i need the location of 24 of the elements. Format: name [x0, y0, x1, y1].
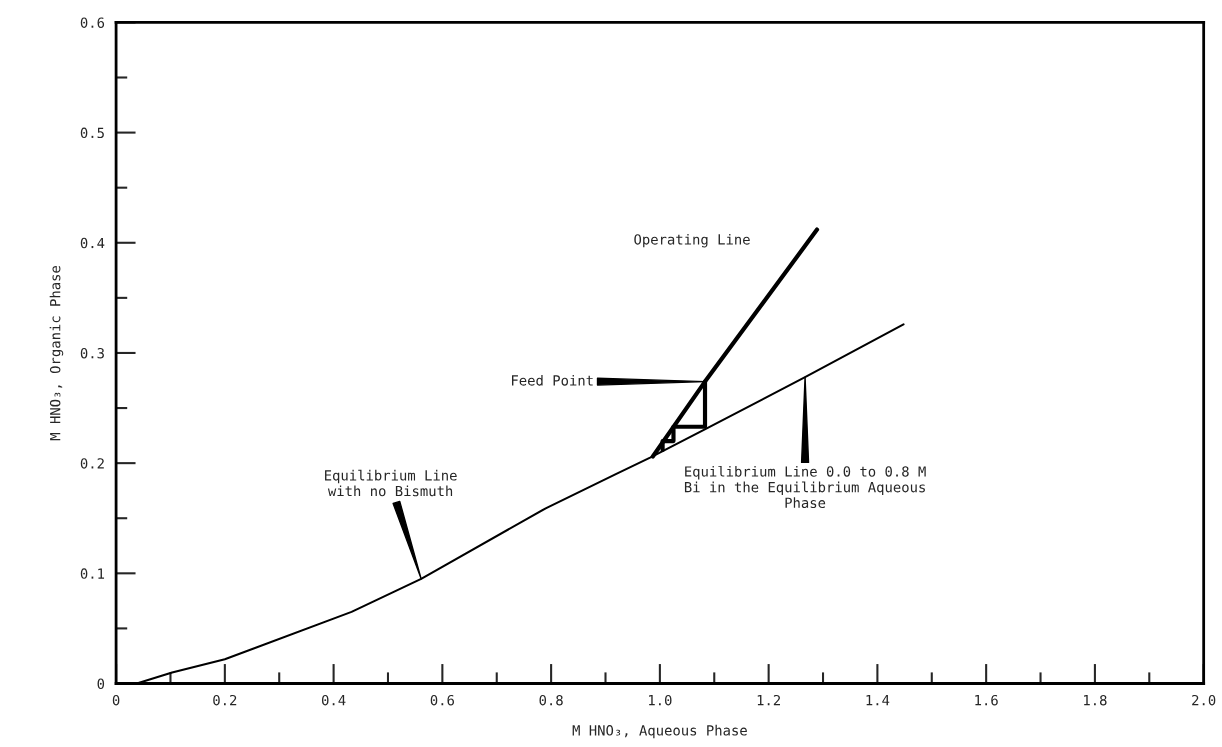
- x-tick-label: 1.8: [1084, 694, 1107, 706]
- annotation: Equilibrium Line with no Bismuth: [325, 469, 457, 497]
- y-tick-label: 0.6: [80, 17, 105, 28]
- x-tick-label: 0.6: [430, 694, 455, 706]
- x-tick-label: 1.4: [866, 695, 890, 706]
- y-tick-label: 0.4: [80, 237, 105, 249]
- y-tick-label: 0.5: [80, 127, 104, 139]
- y-axis-title: M HNO₃, Organic Phase: [49, 265, 64, 441]
- x-tick-label: 0.4: [321, 694, 346, 706]
- x-tick-label: 1.0: [649, 694, 672, 706]
- x-axis-title: M HNO₃, Aqueous Phase: [572, 724, 747, 739]
- x-tick-label: 1.2: [757, 694, 780, 706]
- x-tick-label: 2.0: [1192, 694, 1216, 706]
- y-tick-label: 0.3: [80, 347, 104, 359]
- x-tick-label: 1.6: [975, 694, 998, 706]
- x-tick-label: 0: [112, 694, 120, 706]
- annotation: Operating Line: [634, 233, 750, 248]
- annotation: Equilibrium Line 0.0 to 0.8 M Bi in the Equilibrium Aqueous Phase: [684, 465, 926, 509]
- y-tick-label: 0.2: [80, 458, 104, 469]
- y-tick-label: 0: [97, 678, 105, 690]
- annotation: Feed Point: [512, 374, 593, 386]
- x-tick-label: 0.8: [539, 694, 563, 706]
- x-tick-label: 0.2: [213, 694, 237, 706]
- y-tick-label: 0.1: [80, 568, 105, 579]
